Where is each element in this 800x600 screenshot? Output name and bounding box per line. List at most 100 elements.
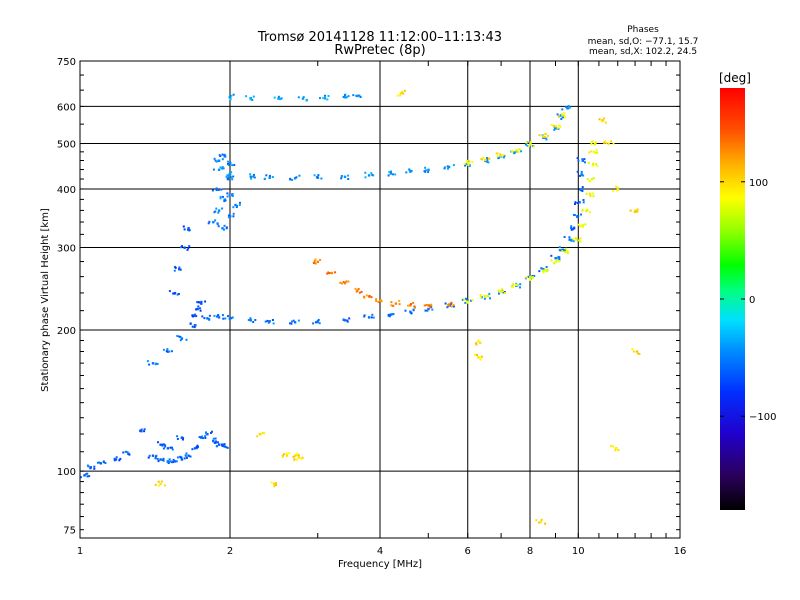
data-point-spread	[165, 350, 168, 353]
y-tick-label: 400	[57, 185, 76, 196]
data-point-spread	[614, 449, 617, 452]
data-point-spread	[221, 166, 224, 169]
data-point	[180, 458, 184, 461]
data-point-spread	[327, 95, 330, 97]
data-point	[217, 209, 221, 212]
data-point-spread	[465, 297, 467, 300]
data-point-spread	[204, 437, 207, 439]
data-point-spread	[96, 461, 99, 464]
data-point-spread	[157, 460, 160, 463]
data-point-spread	[404, 309, 407, 312]
data-point-spread	[162, 457, 165, 460]
data-point	[581, 224, 584, 227]
data-point-spread	[532, 145, 535, 148]
data-point-spread	[213, 441, 216, 444]
data-point-spread	[226, 195, 229, 198]
data-point	[159, 482, 162, 486]
data-point-spread	[576, 157, 579, 160]
data-point-spread	[444, 302, 447, 305]
data-point-spread	[468, 160, 471, 163]
data-point-spread	[197, 305, 200, 308]
data-point-spread	[466, 159, 469, 162]
y-tick-label: 600	[57, 102, 76, 113]
data-point-spread	[312, 262, 315, 264]
data-point-spread	[352, 94, 355, 97]
data-point-spread	[475, 342, 478, 345]
data-point-spread	[217, 159, 220, 162]
data-point-spread	[363, 296, 366, 299]
data-point-spread	[225, 175, 228, 178]
data-point-spread	[558, 260, 561, 263]
data-point-spread	[140, 430, 143, 433]
data-point-spread	[221, 158, 224, 161]
data-point	[479, 341, 482, 344]
data-point-spread	[231, 194, 233, 197]
data-point-spread	[87, 465, 90, 468]
data-point-spread	[515, 284, 518, 286]
data-point-spread	[513, 151, 516, 154]
data-point-spread	[230, 171, 233, 174]
data-point	[217, 443, 221, 446]
data-point-spread	[227, 214, 230, 217]
data-point-spread	[550, 123, 553, 126]
data-point-spread	[86, 475, 89, 478]
data-point	[223, 445, 226, 448]
data-point-spread	[273, 485, 276, 488]
data-point-spread	[517, 151, 520, 154]
data-point-spread	[292, 319, 295, 322]
data-point-spread	[584, 223, 587, 226]
data-point-spread	[363, 315, 366, 318]
data-point-spread	[313, 260, 316, 263]
data-point-spread	[183, 457, 186, 460]
data-point-spread	[195, 445, 198, 448]
data-point-spread	[502, 156, 505, 159]
data-point-spread	[207, 222, 210, 225]
data-point-spread	[486, 157, 489, 160]
data-point-spread	[447, 167, 449, 170]
data-point	[114, 458, 118, 461]
y-tick-label: 750	[57, 57, 76, 68]
data-point	[83, 474, 86, 477]
data-point	[500, 154, 503, 157]
data-point-spread	[211, 430, 213, 433]
data-point-spread	[249, 98, 252, 101]
data-point-spread	[318, 322, 321, 325]
data-point-spread	[236, 205, 238, 207]
data-point-spread	[219, 166, 222, 169]
data-point-spread	[228, 194, 231, 196]
data-point-spread	[594, 141, 597, 144]
data-point-spread	[358, 291, 361, 294]
data-point-spread	[392, 173, 394, 176]
data-point-spread	[171, 350, 173, 353]
data-point	[268, 176, 271, 179]
data-point-spread	[589, 180, 592, 182]
data-point-spread	[223, 153, 226, 156]
data-point-spread	[319, 97, 321, 100]
data-point-spread	[154, 363, 157, 366]
colorbar-ticks: 100 0 −100	[720, 178, 776, 423]
data-point-spread	[288, 452, 291, 455]
data-point-spread	[403, 89, 406, 92]
data-point-spread	[160, 480, 163, 483]
data-point-spread	[346, 319, 349, 322]
data-point-spread	[221, 153, 224, 156]
data-point	[285, 454, 289, 457]
data-point-spread	[405, 171, 408, 174]
data-point-spread	[580, 170, 583, 173]
data-point-spread	[462, 298, 465, 301]
data-point-spread	[603, 141, 605, 144]
data-point-spread	[573, 214, 576, 217]
data-point-spread	[542, 271, 545, 274]
data-point-spread	[196, 308, 199, 311]
data-point-spread	[632, 350, 635, 353]
data-point-spread	[467, 164, 470, 166]
data-point	[323, 97, 327, 100]
data-point-spread	[265, 174, 268, 177]
data-point-spread	[485, 295, 488, 297]
data-point	[529, 277, 532, 280]
data-point-spread	[585, 210, 588, 213]
data-point	[409, 310, 412, 313]
data-point-spread	[512, 283, 515, 285]
data-point-spread	[340, 282, 343, 285]
data-point-spread	[479, 293, 482, 296]
